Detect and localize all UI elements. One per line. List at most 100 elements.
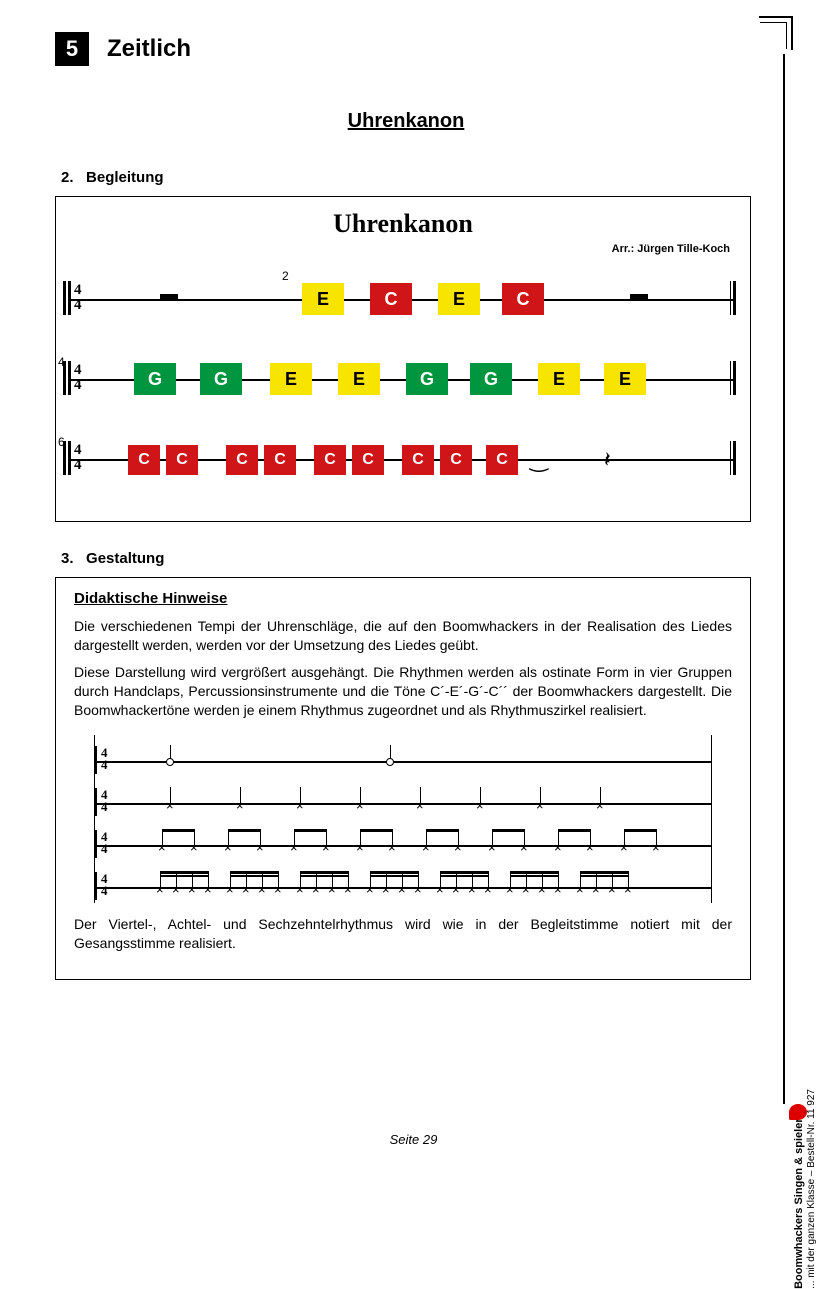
rhythm-note: × (487, 829, 499, 849)
rhythm-note: × (235, 787, 247, 807)
beam (580, 871, 628, 874)
rest-icon: 𝄽 (604, 447, 611, 473)
bar-line (733, 361, 736, 395)
rhythm-note: × (295, 787, 307, 807)
rhythm-note: × (595, 787, 607, 807)
note-block: G (470, 363, 512, 395)
note-block: C (486, 445, 518, 475)
right-rule (783, 54, 785, 1104)
rhythm-note: × (225, 871, 237, 891)
rhythm-note: × (453, 829, 465, 849)
beam (160, 871, 208, 874)
bar-line (733, 281, 736, 315)
rhythm-note: × (203, 871, 215, 891)
note-block: G (200, 363, 242, 395)
rhythm-note: × (171, 871, 183, 891)
rhythm-note: × (413, 871, 425, 891)
rhythm-note: × (521, 871, 533, 891)
time-signature: 44 (74, 363, 82, 393)
chart-title: Uhrenkanon (70, 209, 736, 239)
rhythm-note: × (553, 829, 565, 849)
section-2-heading: 2. Begleitung (61, 169, 757, 186)
note-block: E (538, 363, 580, 395)
note-block: E (302, 283, 344, 315)
rhythm-note: × (223, 829, 235, 849)
line-number: 6 (58, 435, 65, 449)
note-block: C (402, 445, 434, 475)
beam (300, 871, 348, 874)
accompaniment-chart-box: Uhrenkanon Arr.: Jürgen Tille-Koch 44 2 … (55, 196, 751, 522)
rest-icon: ‿ (530, 447, 548, 473)
chapter-header: 5 Zeitlich (55, 32, 757, 66)
time-signature: 44 (74, 443, 82, 473)
rhythm-note: × (553, 871, 565, 891)
rhythm-note: × (591, 871, 603, 891)
rhythm-note (385, 745, 397, 765)
section-2-number: 2. (61, 169, 74, 186)
rhythm-note: × (355, 829, 367, 849)
rhythm-note: × (451, 871, 463, 891)
rhythm-note: × (505, 871, 517, 891)
rhythm-staff: 44×××××××××××××××××××××××××××× (95, 861, 711, 903)
rhythm-note: × (475, 787, 487, 807)
note-block: C (440, 445, 472, 475)
rest-icon (630, 294, 648, 300)
rhythm-note: × (321, 829, 333, 849)
beam (440, 871, 488, 874)
time-signature: 44 (101, 789, 108, 813)
rhythm-note: × (187, 871, 199, 891)
beam (370, 871, 418, 874)
rhythm-note: × (397, 871, 409, 891)
paragraph-1: Die verschiedenen Tempi der Uhrenschläge… (74, 617, 732, 655)
rhythm-note: × (607, 871, 619, 891)
beam (426, 829, 458, 832)
paragraph-2: Diese Darstellung wird vergrößert ausgeh… (74, 663, 732, 720)
paragraph-3: Der Viertel-, Achtel- und Sechzehntelrhy… (74, 915, 732, 953)
note-block: C (128, 445, 160, 475)
rhythm-staff: 44×××××××××××××××× (95, 819, 711, 861)
staff-line-2: 44 4 GGEEGGEE (70, 345, 736, 411)
beam (510, 871, 558, 874)
rhythm-note: × (257, 871, 269, 891)
section-3-number: 3. (61, 550, 74, 567)
beam (558, 829, 590, 832)
rhythm-note: × (537, 871, 549, 891)
rhythm-note: × (435, 871, 447, 891)
rhythm-note: × (623, 871, 635, 891)
rhythm-note: × (311, 871, 323, 891)
rhythm-note: × (467, 871, 479, 891)
note-block: G (134, 363, 176, 395)
rhythm-note: × (155, 871, 167, 891)
rhythm-note: × (165, 787, 177, 807)
rhythm-note: × (483, 871, 495, 891)
rhythm-note: × (651, 829, 663, 849)
note-block: C (370, 283, 412, 315)
note-block: E (338, 363, 380, 395)
time-signature: 44 (74, 283, 82, 313)
section-3-label: Gestaltung (86, 550, 164, 567)
rhythm-note: × (157, 829, 169, 849)
rest-icon (160, 294, 178, 300)
rhythm-note: × (289, 829, 301, 849)
staff-line-1: 44 2 ECEC (70, 265, 736, 331)
rhythm-note: × (343, 871, 355, 891)
rhythm-note: × (575, 871, 587, 891)
measure-number: 2 (282, 269, 289, 283)
rhythm-note: × (189, 829, 201, 849)
line-number: 4 (58, 355, 65, 369)
rhythm-note: × (519, 829, 531, 849)
rhythm-note: × (295, 871, 307, 891)
rhythm-staff: 44 (95, 735, 711, 777)
note-block: E (438, 283, 480, 315)
rhythm-note: × (355, 787, 367, 807)
rhythm-note: × (535, 787, 547, 807)
beam (492, 829, 524, 832)
note-block: C (166, 445, 198, 475)
note-block: G (406, 363, 448, 395)
beam (162, 829, 194, 832)
rhythm-note: × (387, 829, 399, 849)
corner-ornament (759, 16, 793, 50)
chapter-number-badge: 5 (55, 32, 89, 66)
rhythm-note (165, 745, 177, 765)
beam (228, 829, 260, 832)
